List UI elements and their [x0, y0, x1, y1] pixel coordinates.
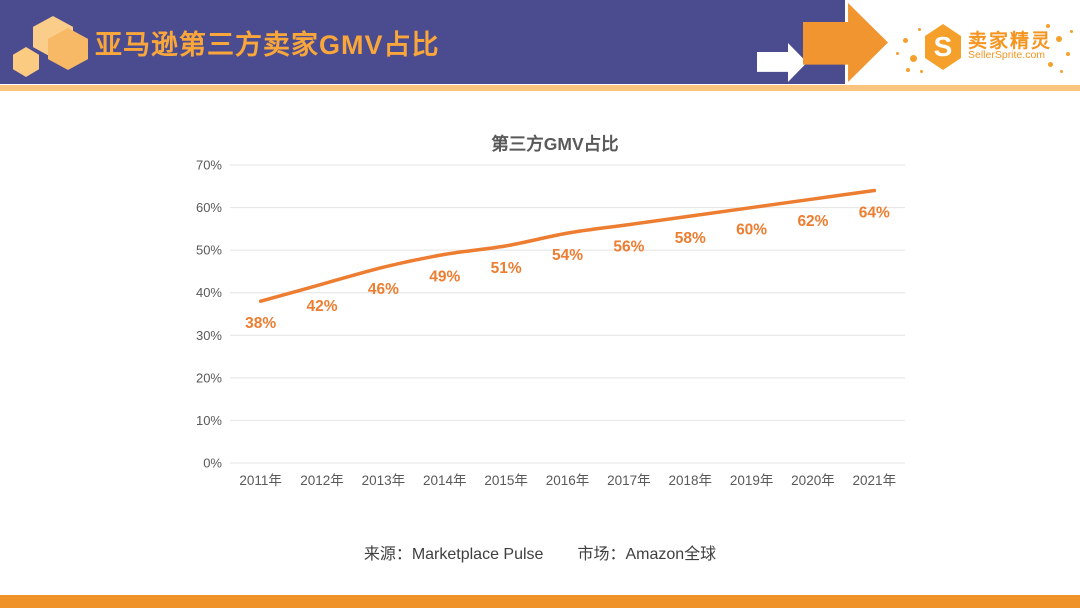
- svg-text:2020年: 2020年: [791, 473, 835, 488]
- brand-logo: S 卖家精灵 SellerSprite.com: [890, 10, 1080, 85]
- svg-text:38%: 38%: [245, 315, 276, 332]
- footer-note: 来源：Marketplace Pulse 市场：Amazon全球: [0, 540, 1080, 564]
- brand-name: 卖家精灵: [968, 31, 1053, 52]
- chart-title: 第三方GMV占比: [491, 134, 619, 154]
- svg-text:2019年: 2019年: [730, 473, 774, 488]
- decorative-dot-icon: [920, 70, 923, 73]
- bottom-accent-bar: [0, 595, 1080, 608]
- decorative-dot-icon: [1060, 70, 1063, 73]
- market-label: 市场：Amazon全球: [577, 546, 717, 563]
- decorative-dot-icon: [896, 52, 899, 55]
- svg-text:49%: 49%: [429, 268, 460, 285]
- decorative-dot-icon: [1056, 36, 1062, 42]
- svg-text:2015年: 2015年: [484, 473, 528, 488]
- decorative-dot-icon: [1048, 62, 1053, 67]
- svg-text:54%: 54%: [552, 247, 583, 264]
- page-title: 亚马逊第三方卖家GMV占比: [95, 29, 440, 60]
- svg-text:30%: 30%: [196, 328, 222, 343]
- svg-text:58%: 58%: [675, 230, 706, 247]
- svg-text:20%: 20%: [196, 370, 222, 385]
- line-chart: 第三方GMV占比 0% 10% 20% 30% 40% 50% 60% 70% 2011年 201…: [160, 125, 940, 500]
- svg-text:2021年: 2021年: [853, 473, 897, 488]
- header-divider: [0, 85, 1080, 91]
- svg-text:2016年: 2016年: [546, 473, 590, 488]
- decorative-dot-icon: [906, 68, 910, 72]
- header: [0, 0, 845, 84]
- svg-text:56%: 56%: [613, 239, 644, 256]
- decorative-dot-icon: [1066, 52, 1070, 56]
- brand-domain: SellerSprite.com: [968, 49, 1046, 61]
- decorative-dot-icon: [1046, 24, 1050, 28]
- chart-plot-area: 0% 10% 20% 30% 40% 50% 60% 70% 2011年 2012年 2013年 20…: [196, 158, 905, 488]
- svg-text:51%: 51%: [491, 260, 522, 277]
- decorative-dot-icon: [910, 55, 917, 62]
- svg-text:64%: 64%: [859, 205, 890, 222]
- decorative-dot-icon: [1070, 30, 1073, 33]
- svg-text:46%: 46%: [368, 281, 399, 298]
- svg-text:40%: 40%: [196, 285, 222, 300]
- decorative-dot-icon: [903, 38, 908, 43]
- svg-text:2012年: 2012年: [300, 473, 344, 488]
- svg-text:2014年: 2014年: [423, 473, 467, 488]
- svg-text:10%: 10%: [196, 413, 222, 428]
- source-label: 来源：Marketplace Pulse: [363, 546, 544, 563]
- svg-text:60%: 60%: [196, 200, 222, 215]
- decorative-dot-icon: [918, 28, 921, 31]
- seller-sprite-hexagon-icon: S: [925, 24, 961, 70]
- svg-text:2018年: 2018年: [668, 473, 712, 488]
- svg-text:2017年: 2017年: [607, 473, 651, 488]
- svg-text:62%: 62%: [797, 213, 828, 230]
- svg-text:60%: 60%: [736, 222, 767, 239]
- svg-text:2011年: 2011年: [239, 473, 282, 488]
- svg-text:70%: 70%: [196, 158, 222, 173]
- svg-text:42%: 42%: [307, 298, 338, 315]
- svg-text:0%: 0%: [203, 456, 222, 471]
- svg-text:2013年: 2013年: [362, 473, 406, 488]
- svg-text:50%: 50%: [196, 243, 222, 258]
